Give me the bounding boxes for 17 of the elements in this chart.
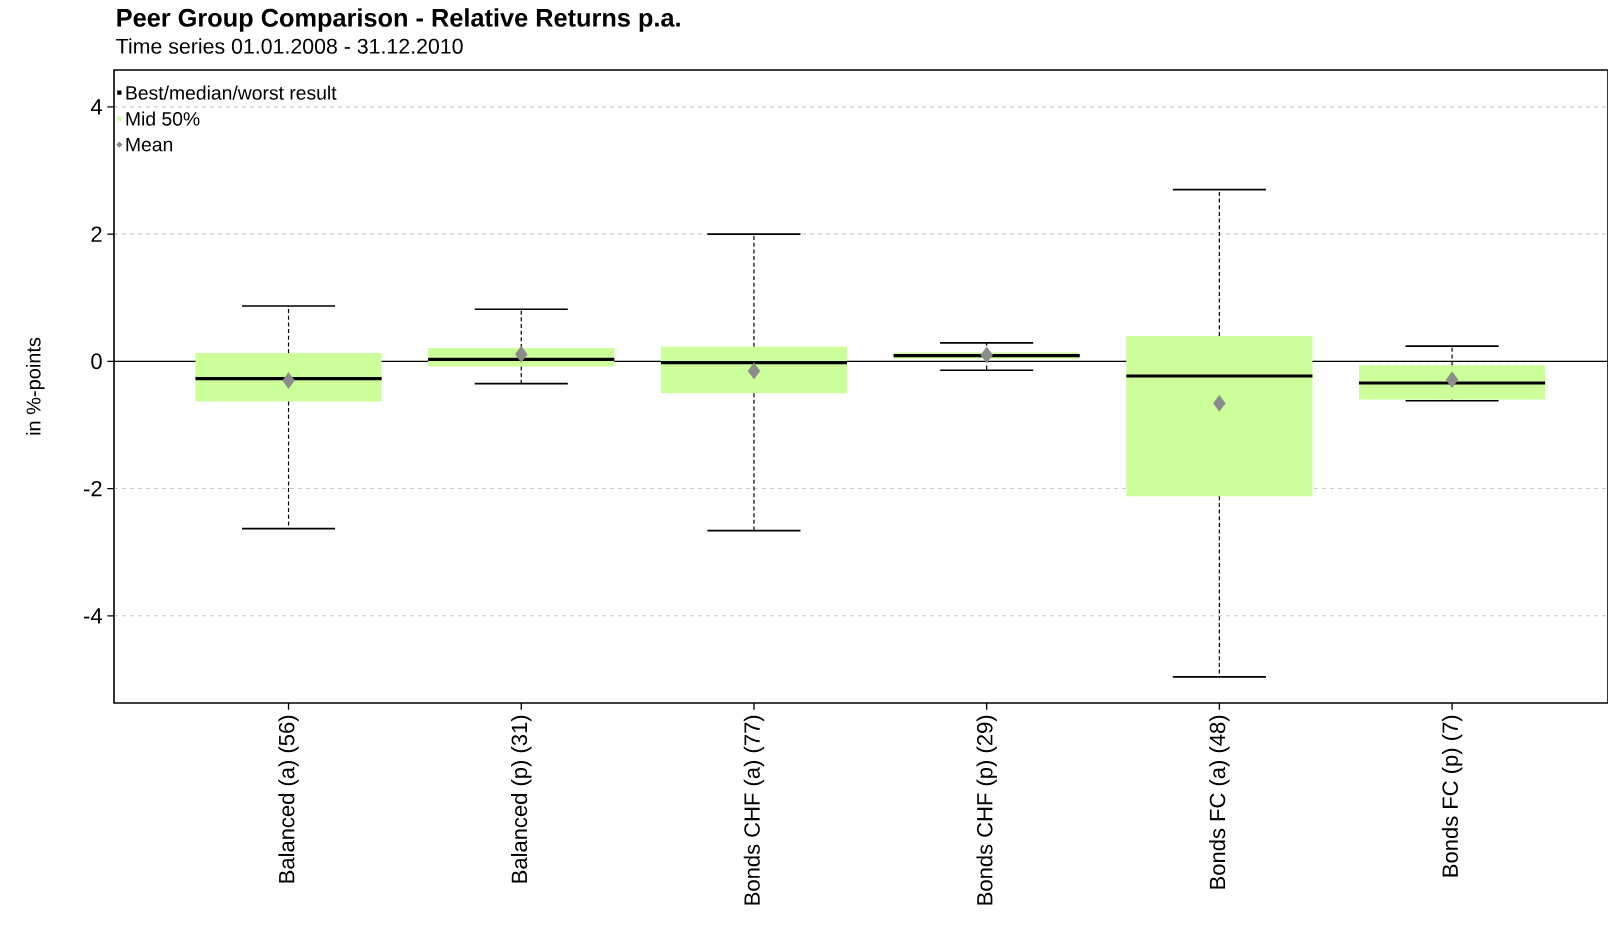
y-tick-label: 4 — [90, 99, 102, 115]
legend-label: Mid 50% — [126, 111, 200, 126]
legend-label: Mean — [126, 137, 173, 152]
y-tick-label: -2 — [84, 480, 102, 497]
annotation: Best/median/worst result — [126, 85, 337, 100]
y-axis-title: in %-points — [25, 337, 45, 435]
x-tick-label: Balanced (p) (31) — [511, 715, 532, 883]
y-tick-label: 2 — [91, 226, 102, 242]
y-tick-label: -4 — [84, 608, 102, 624]
x-tick-label: Bonds FC (a) (48) — [1209, 715, 1230, 889]
x-tick-label: Bonds CHF (a) (77) — [743, 715, 765, 905]
x-tick-label: Balanced (a) (56) — [278, 715, 299, 883]
x-tick-label: Bonds CHF (p) (29) — [976, 715, 997, 905]
y-tick-label: 0 — [91, 353, 102, 370]
x-tick-label: Bonds FC (p) (7) — [1441, 715, 1463, 877]
chart-subtitle: Time series 01.01.2008 - 31.12.2010 — [116, 38, 463, 54]
chart-title: Peer Group Comparison - Relative Returns p.a. — [117, 8, 680, 32]
